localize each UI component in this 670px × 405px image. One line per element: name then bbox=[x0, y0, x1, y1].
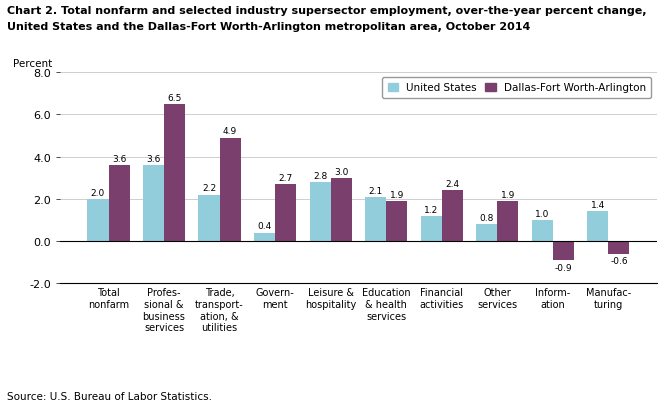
Bar bbox=[421, 216, 442, 241]
Text: 0.8: 0.8 bbox=[480, 213, 494, 222]
Text: 1.9: 1.9 bbox=[389, 190, 404, 199]
Text: Chart 2. Total nonfarm and selected industry supersector employment, over-the-ye: Chart 2. Total nonfarm and selected indu… bbox=[7, 6, 646, 16]
Bar bbox=[310, 182, 331, 241]
Text: -0.6: -0.6 bbox=[610, 256, 628, 266]
Bar bbox=[386, 201, 407, 241]
Text: 6.5: 6.5 bbox=[168, 94, 182, 102]
Text: 3.6: 3.6 bbox=[146, 154, 161, 164]
Text: 4.9: 4.9 bbox=[223, 127, 237, 136]
Bar bbox=[109, 166, 129, 241]
Text: -0.9: -0.9 bbox=[555, 263, 572, 272]
Text: 2.1: 2.1 bbox=[369, 186, 383, 195]
Bar bbox=[143, 166, 164, 241]
Text: Source: U.S. Bureau of Labor Statistics.: Source: U.S. Bureau of Labor Statistics. bbox=[7, 391, 212, 401]
Bar bbox=[331, 178, 352, 241]
Text: 0.4: 0.4 bbox=[257, 222, 272, 231]
Bar bbox=[442, 191, 463, 241]
Text: 2.7: 2.7 bbox=[279, 173, 293, 182]
Bar bbox=[198, 195, 220, 241]
Text: 2.2: 2.2 bbox=[202, 184, 216, 193]
Bar bbox=[588, 212, 608, 241]
Text: 3.6: 3.6 bbox=[112, 154, 126, 164]
Bar bbox=[553, 241, 574, 260]
Text: 1.0: 1.0 bbox=[535, 209, 549, 218]
Text: Percent: Percent bbox=[13, 59, 52, 69]
Bar bbox=[164, 104, 185, 241]
Text: United States and the Dallas-Fort Worth-Arlington metropolitan area, October 201: United States and the Dallas-Fort Worth-… bbox=[7, 22, 530, 32]
Text: 1.2: 1.2 bbox=[424, 205, 438, 214]
Text: 1.9: 1.9 bbox=[500, 190, 515, 199]
Bar bbox=[497, 201, 519, 241]
Bar bbox=[254, 233, 275, 241]
Text: 2.8: 2.8 bbox=[313, 171, 327, 180]
Text: 2.0: 2.0 bbox=[91, 188, 105, 197]
Text: 3.0: 3.0 bbox=[334, 167, 348, 176]
Text: 1.4: 1.4 bbox=[591, 201, 605, 210]
Bar bbox=[532, 220, 553, 241]
Text: 2.4: 2.4 bbox=[446, 180, 460, 189]
Bar bbox=[275, 185, 296, 241]
Bar bbox=[87, 199, 109, 241]
Bar bbox=[608, 241, 630, 254]
Bar bbox=[365, 197, 386, 241]
Bar bbox=[476, 224, 497, 241]
Bar bbox=[220, 138, 241, 241]
Legend: United States, Dallas-Fort Worth-Arlington: United States, Dallas-Fort Worth-Arlingt… bbox=[383, 78, 651, 98]
